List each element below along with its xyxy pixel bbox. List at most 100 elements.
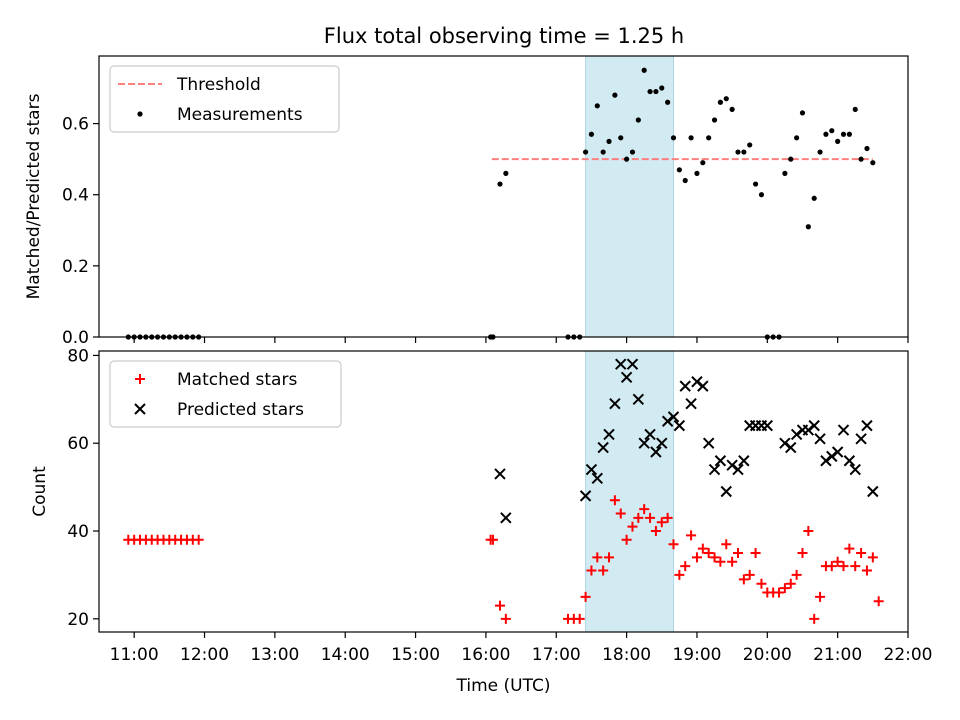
predicted-star-point [679, 380, 691, 392]
predicted-star-point [837, 424, 850, 436]
measurement-point [840, 131, 847, 137]
matched-star-point [691, 552, 702, 563]
matched-star-point [686, 530, 697, 541]
predicted-star-point [667, 411, 680, 423]
y-tick-label: 80 [67, 346, 89, 366]
matched-star-point [703, 547, 714, 558]
measurement-point [688, 135, 694, 141]
predicted-star-point [726, 459, 738, 471]
predicted-star-point [609, 397, 621, 410]
predicted-star-point [702, 437, 715, 449]
shaded-interval [585, 350, 675, 633]
matched-star-point [650, 526, 661, 537]
matched-star-point [609, 495, 620, 506]
measurement-point [588, 131, 595, 137]
measurement-point [835, 138, 841, 144]
predicted-star-point [802, 424, 815, 436]
legend-label: Measurements [177, 105, 303, 125]
measurement-point [723, 96, 729, 102]
predicted-star-point [738, 455, 750, 467]
measurement-point [582, 149, 589, 155]
matched-star-point [580, 591, 591, 602]
matched-star-point [645, 512, 656, 523]
matched-star-point [680, 561, 691, 572]
measurement-point [729, 106, 735, 112]
matched-star-point [709, 552, 720, 563]
matched-star-point [791, 569, 802, 580]
measurement-point [606, 138, 612, 144]
predicted-star-point [644, 428, 656, 441]
axes-frame [98, 350, 909, 633]
measurement-point [653, 88, 659, 95]
x-tick-label: 22:00 [884, 645, 933, 665]
measurement-point [641, 67, 647, 73]
measurement-point [670, 135, 677, 141]
measurement-point [846, 131, 852, 137]
matched-star-point [633, 512, 644, 523]
predicted-star-point [650, 446, 662, 458]
y-tick-label: 40 [67, 522, 89, 542]
matched-star-point [604, 552, 615, 563]
matched-star-point [797, 547, 808, 558]
matched-star-point [832, 556, 843, 567]
measurement-point [805, 224, 811, 230]
y-tick-label: 60 [67, 434, 89, 454]
x-tick-label: 13:00 [250, 645, 299, 665]
data-markers [123, 358, 884, 624]
matched-star-point [494, 600, 505, 611]
measurement-point [665, 99, 671, 105]
matched-star-point [850, 561, 861, 572]
predicted-star-point [591, 472, 604, 485]
x-tick-label: 15:00 [391, 645, 440, 665]
measurement-point [870, 160, 876, 166]
predicted-star-point [638, 437, 650, 449]
predicted-star-point [685, 397, 697, 410]
measurement-point [823, 131, 829, 137]
predicted-star-point [779, 437, 791, 449]
matched-star-point [838, 561, 849, 572]
measurement-point [864, 145, 870, 152]
matched-star-point [779, 583, 790, 594]
x-tick-label: 18:00 [602, 645, 651, 665]
legend-matched-swatch [135, 374, 145, 384]
y-tick-label: 0.4 [62, 186, 89, 206]
matched-star-point [615, 508, 626, 519]
measurement-point [817, 149, 823, 155]
predicted-star-point [661, 415, 674, 427]
matched-star-point [774, 587, 785, 598]
matched-star-point [844, 543, 855, 554]
measurement-point [600, 149, 606, 155]
matched-star-point [586, 565, 597, 576]
y-tick-label: 0.6 [62, 115, 89, 135]
matched-star-point [674, 569, 685, 580]
measurement-point [858, 156, 864, 162]
x-tick-label: 17:00 [532, 645, 581, 665]
x-tick-label: 11:00 [110, 645, 159, 665]
predicted-star-point [603, 428, 615, 441]
matched-star-point [744, 569, 755, 580]
matched-star-point [668, 539, 679, 550]
predicted-star-point [867, 485, 879, 498]
predicted-star-point [843, 455, 856, 467]
measurement-point [503, 170, 509, 176]
predicted-star-point [814, 433, 826, 445]
x-tick-label: 21:00 [813, 645, 862, 665]
predicted-star-point [615, 358, 627, 370]
predicted-star-point [720, 485, 732, 498]
data-markers [125, 67, 876, 340]
matched-star-point [750, 547, 761, 558]
measurement-point [747, 142, 753, 148]
predicted-star-point [626, 358, 639, 370]
measurement-point [682, 177, 688, 184]
bottom-panel: 20 40 60 80 11:00 12:00 13:00 14:00 15:00 16:00 17… [30, 346, 933, 696]
legend-box [109, 360, 342, 428]
x-tick-label: 14:00 [321, 645, 370, 665]
legend-box [109, 65, 340, 133]
matched-star-point [856, 547, 867, 558]
measurement-point [618, 135, 624, 141]
matched-star-point [574, 613, 585, 624]
measurement-point [717, 99, 724, 105]
predicted-star-point [826, 450, 838, 463]
matched-star-point [803, 526, 814, 537]
predicted-star-point [597, 441, 609, 454]
